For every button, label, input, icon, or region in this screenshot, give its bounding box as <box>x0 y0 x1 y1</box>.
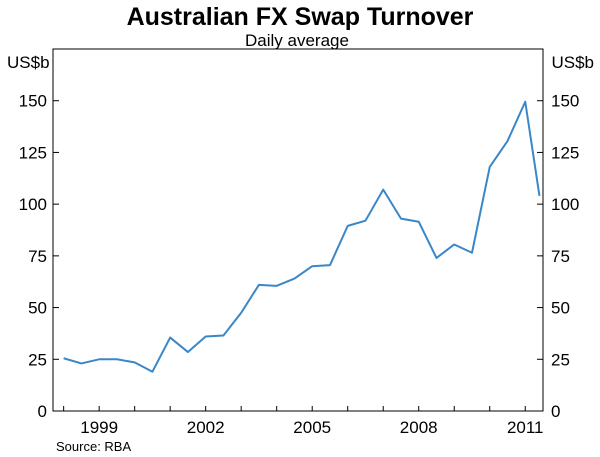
x-axis: 1999 2002 2005 2008 2011 <box>63 406 544 437</box>
y-tick-label-right: 75 <box>551 247 570 266</box>
y-axis-unit-right: US$b <box>551 53 594 72</box>
x-tick-label: 2011 <box>507 418 544 437</box>
x-tick-label: 2005 <box>293 418 331 437</box>
y-tick-label-left: 25 <box>28 350 47 369</box>
y-axis-right: 0 25 50 75 100 125 150 <box>537 92 579 421</box>
chart-subtitle: Daily average <box>245 31 349 50</box>
y-tick-label-right: 25 <box>551 350 570 369</box>
y-tick-label-left: 150 <box>19 92 47 111</box>
chart-title: Australian FX Swap Turnover <box>127 3 474 31</box>
y-tick-label-right: 0 <box>551 402 560 421</box>
x-tick-label: 2002 <box>187 418 225 437</box>
x-tick-label: 2008 <box>400 418 438 437</box>
y-tick-label-left: 75 <box>28 247 47 266</box>
y-tick-label-right: 50 <box>551 299 570 318</box>
y-axis-left: 0 25 50 75 100 125 150 <box>19 92 59 421</box>
y-tick-label-right: 150 <box>551 92 579 111</box>
series-line <box>63 100 541 373</box>
y-tick-label-right: 125 <box>551 143 579 162</box>
y-axis-unit-left: US$b <box>7 53 50 72</box>
y-tick-label-left: 0 <box>38 402 47 421</box>
y-tick-label-left: 100 <box>19 195 47 214</box>
y-tick-label-left: 125 <box>19 143 47 162</box>
plot-frame <box>52 48 544 412</box>
x-tick-label: 1999 <box>80 418 118 437</box>
y-tick-label-left: 50 <box>28 299 47 318</box>
source-note: Source: RBA <box>56 439 131 454</box>
y-tick-label-right: 100 <box>551 195 579 214</box>
